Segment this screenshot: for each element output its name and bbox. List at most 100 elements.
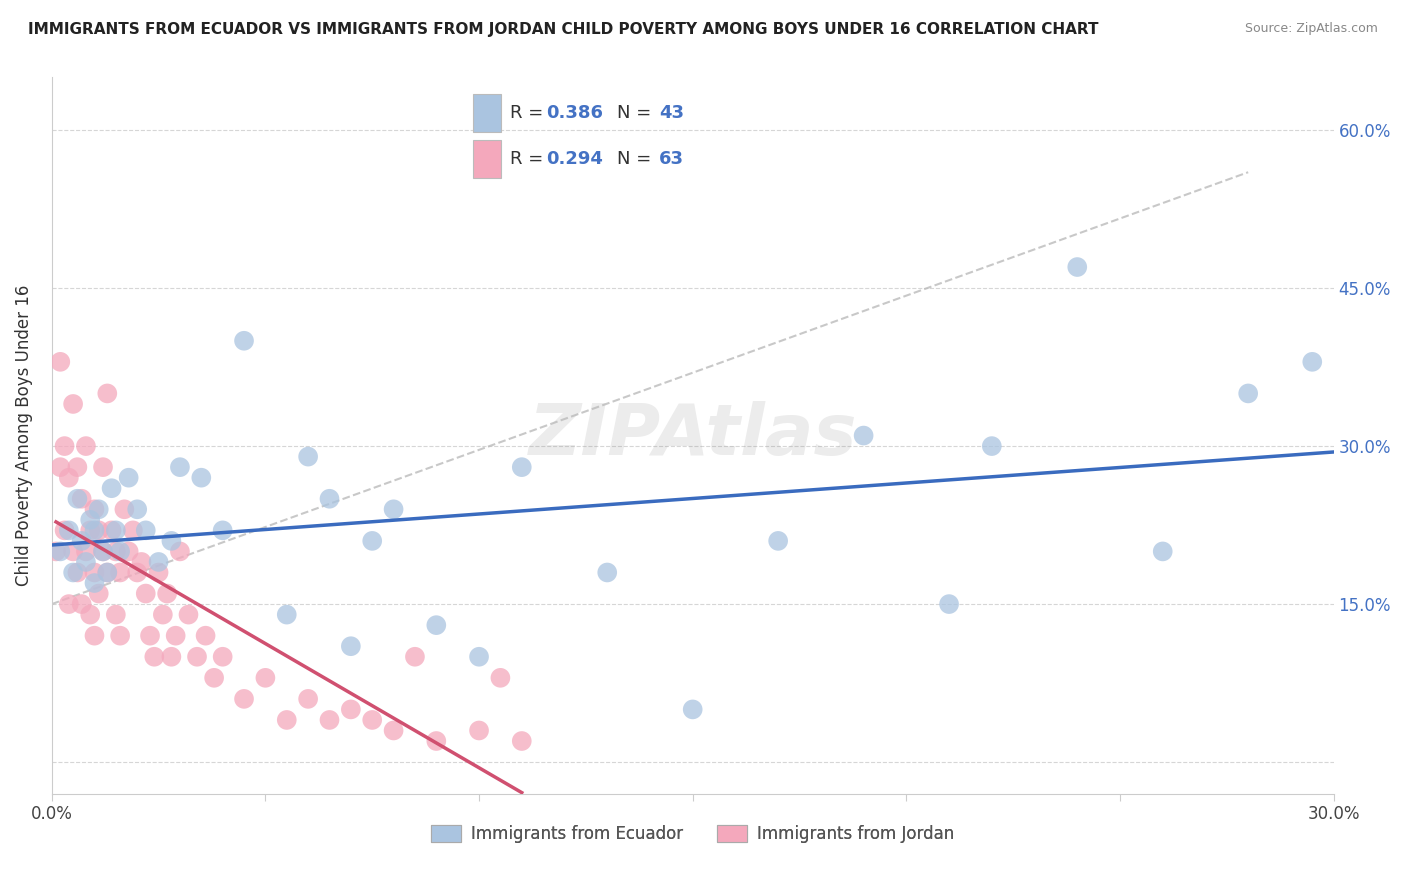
Point <box>1066 260 1088 274</box>
Point <box>340 702 363 716</box>
Point <box>87 586 110 600</box>
Point <box>79 513 101 527</box>
Point <box>233 334 256 348</box>
Point <box>152 607 174 622</box>
Point <box>79 524 101 538</box>
Point <box>70 533 93 548</box>
Point <box>127 566 149 580</box>
Point <box>70 597 93 611</box>
Point <box>96 566 118 580</box>
Point <box>66 491 89 506</box>
Point <box>135 586 157 600</box>
Point <box>202 671 225 685</box>
Point <box>108 544 131 558</box>
Point <box>297 450 319 464</box>
Point <box>682 702 704 716</box>
Point <box>852 428 875 442</box>
Point <box>100 524 122 538</box>
Point <box>425 618 447 632</box>
Point <box>122 524 145 538</box>
Point <box>58 471 80 485</box>
Point <box>58 524 80 538</box>
Point <box>194 629 217 643</box>
Text: Source: ZipAtlas.com: Source: ZipAtlas.com <box>1244 22 1378 36</box>
Point <box>49 355 72 369</box>
Point <box>766 533 789 548</box>
Point <box>66 566 89 580</box>
Point <box>104 544 127 558</box>
Point <box>75 544 97 558</box>
Point <box>131 555 153 569</box>
Point <box>340 639 363 653</box>
Point <box>211 524 233 538</box>
Point <box>53 439 76 453</box>
Legend: Immigrants from Ecuador, Immigrants from Jordan: Immigrants from Ecuador, Immigrants from… <box>425 818 960 850</box>
Point <box>62 566 84 580</box>
Point <box>79 607 101 622</box>
Point <box>75 555 97 569</box>
Point <box>254 671 277 685</box>
Point <box>1237 386 1260 401</box>
Point <box>108 566 131 580</box>
Point <box>135 524 157 538</box>
Point <box>468 649 491 664</box>
Text: IMMIGRANTS FROM ECUADOR VS IMMIGRANTS FROM JORDAN CHILD POVERTY AMONG BOYS UNDER: IMMIGRANTS FROM ECUADOR VS IMMIGRANTS FR… <box>28 22 1098 37</box>
Point <box>127 502 149 516</box>
Point <box>100 481 122 495</box>
Point <box>177 607 200 622</box>
Point <box>361 533 384 548</box>
Point <box>596 566 619 580</box>
Point <box>160 649 183 664</box>
Point <box>165 629 187 643</box>
Point <box>62 397 84 411</box>
Point <box>382 502 405 516</box>
Point <box>361 713 384 727</box>
Point <box>96 566 118 580</box>
Point <box>148 555 170 569</box>
Point <box>156 586 179 600</box>
Point <box>169 460 191 475</box>
Y-axis label: Child Poverty Among Boys Under 16: Child Poverty Among Boys Under 16 <box>15 285 32 586</box>
Point <box>96 386 118 401</box>
Point <box>70 491 93 506</box>
Point <box>510 734 533 748</box>
Point <box>66 460 89 475</box>
Point <box>169 544 191 558</box>
Point <box>45 544 67 558</box>
Point <box>1301 355 1323 369</box>
Point <box>276 713 298 727</box>
Point <box>143 649 166 664</box>
Point <box>87 524 110 538</box>
Point <box>104 524 127 538</box>
Point <box>1152 544 1174 558</box>
Point <box>91 460 114 475</box>
Point <box>468 723 491 738</box>
Point <box>104 607 127 622</box>
Point <box>91 544 114 558</box>
Point <box>139 629 162 643</box>
Point <box>58 597 80 611</box>
Point <box>118 544 141 558</box>
Point <box>382 723 405 738</box>
Point <box>190 471 212 485</box>
Point <box>91 544 114 558</box>
Point <box>318 491 340 506</box>
Point <box>83 566 105 580</box>
Point <box>108 629 131 643</box>
Point <box>489 671 512 685</box>
Point <box>938 597 960 611</box>
Point <box>83 524 105 538</box>
Point <box>211 649 233 664</box>
Point <box>980 439 1002 453</box>
Point <box>49 544 72 558</box>
Point <box>112 502 135 516</box>
Point <box>83 502 105 516</box>
Point <box>404 649 426 664</box>
Point <box>186 649 208 664</box>
Point <box>53 524 76 538</box>
Point <box>297 691 319 706</box>
Point <box>83 576 105 591</box>
Point <box>425 734 447 748</box>
Point <box>75 439 97 453</box>
Point <box>233 691 256 706</box>
